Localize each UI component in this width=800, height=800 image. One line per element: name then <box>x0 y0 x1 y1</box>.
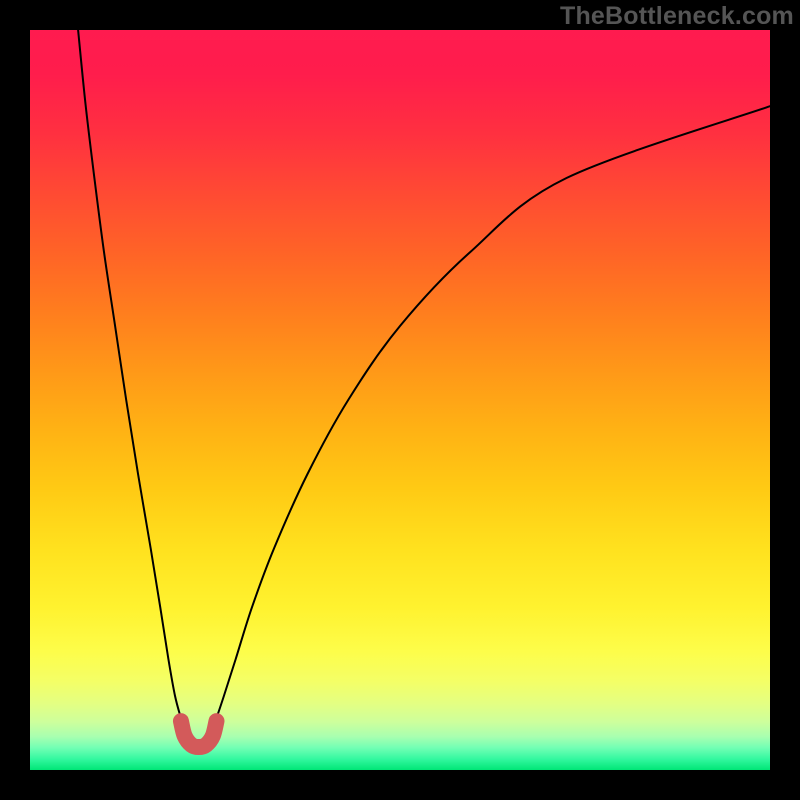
chart-canvas <box>0 0 800 800</box>
watermark-text: TheBottleneck.com <box>560 2 794 31</box>
figure-root: TheBottleneck.com <box>0 0 800 800</box>
plot-background <box>30 30 770 770</box>
